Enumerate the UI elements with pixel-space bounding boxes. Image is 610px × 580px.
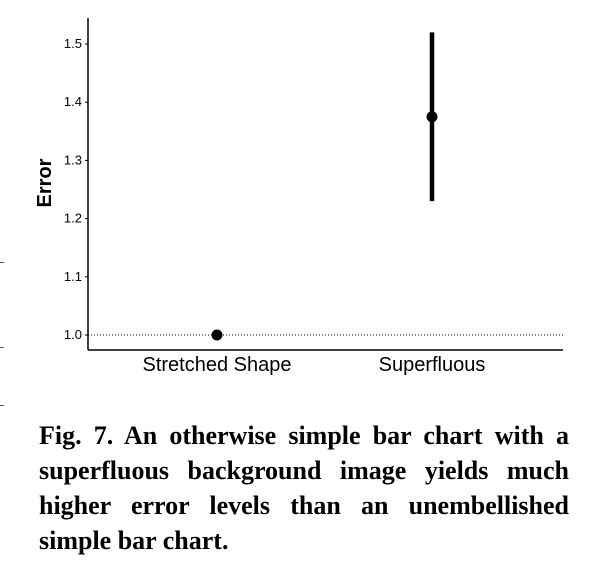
edge-mark (0, 347, 4, 348)
y-tick-label: 1.2 (64, 211, 82, 226)
y-axis-title: Error (34, 158, 56, 207)
chart: 1.0 1.1 1.2 1.3 1.4 1.5 Stretched Shape Superf… (0, 0, 610, 400)
x-tick-label: Stretched Shape (143, 354, 292, 376)
x-tick-label: Superfluous (379, 354, 486, 376)
y-tick-label: 1.4 (64, 94, 82, 109)
figure-caption: Fig. 7. An otherwise simple bar chart wi… (39, 418, 569, 558)
data-point (427, 111, 438, 122)
edge-mark (0, 405, 4, 406)
x-tick-labels: Stretched Shape Superfluous (143, 354, 486, 376)
y-tick-label: 1.0 (64, 327, 82, 342)
y-tick-label: 1.1 (64, 269, 82, 284)
y-ticks: 1.0 1.1 1.2 1.3 1.4 1.5 (64, 36, 88, 342)
data-points (212, 111, 438, 340)
edge-mark (0, 262, 4, 263)
data-point (212, 330, 223, 341)
y-tick-label: 1.3 (64, 152, 82, 167)
y-tick-label: 1.5 (64, 36, 82, 51)
